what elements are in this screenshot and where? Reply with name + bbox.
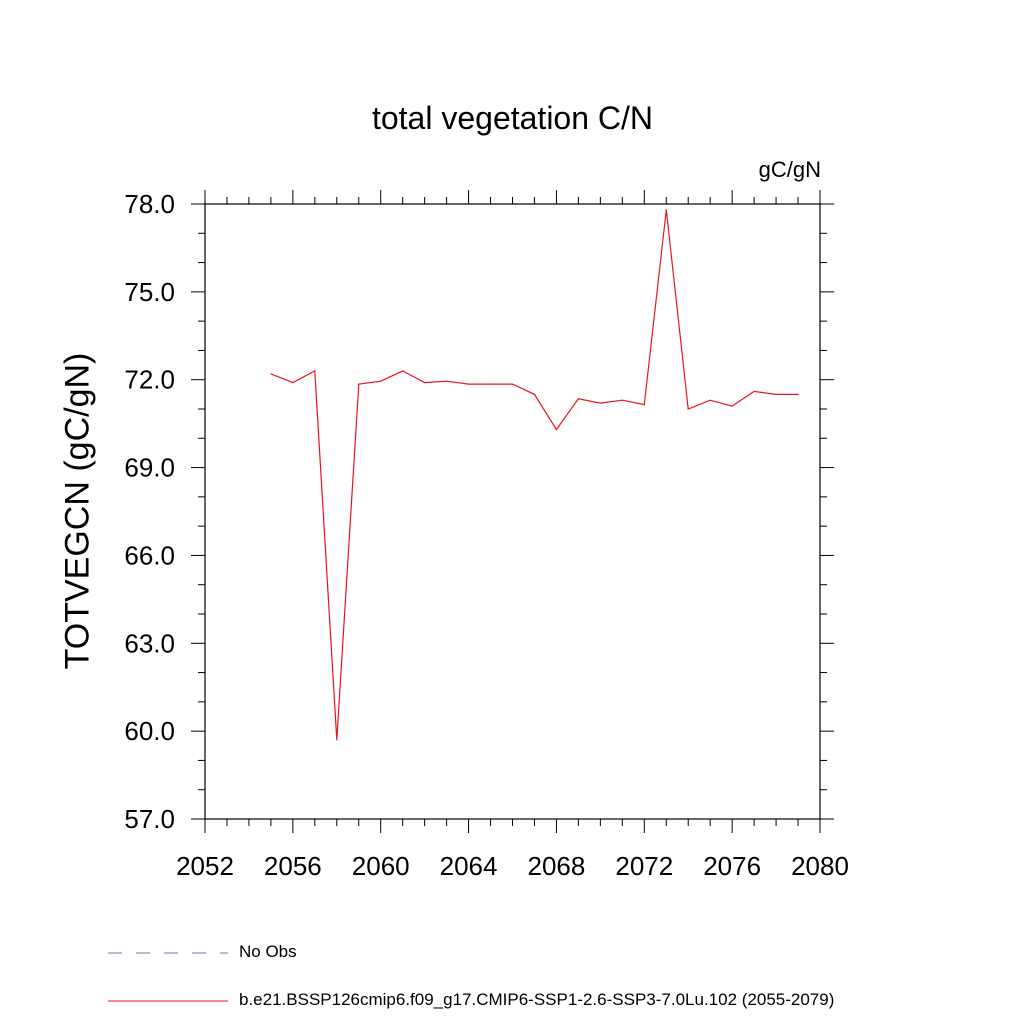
- units-label: gC/gN: [758, 157, 821, 182]
- y-tick-label: 78.0: [124, 189, 175, 219]
- data-point: [402, 370, 404, 372]
- data-point: [775, 393, 777, 395]
- legend-label-model: b.e21.BSSP126cmip6.f09_g17.CMIP6-SSP1-2.…: [239, 990, 835, 1009]
- x-tick-label: 2056: [264, 851, 322, 881]
- data-point: [753, 390, 755, 393]
- x-tick-label: 2072: [615, 851, 673, 881]
- data-point: [709, 399, 711, 401]
- data-point: [731, 405, 733, 407]
- x-tick-label: 2068: [528, 851, 586, 881]
- data-point: [424, 382, 426, 384]
- data-point: [467, 383, 470, 385]
- data-point: [511, 383, 514, 385]
- data-point: [446, 380, 448, 382]
- y-tick-label: 66.0: [124, 540, 175, 570]
- data-point: [270, 373, 272, 375]
- y-tick-label: 63.0: [124, 628, 175, 658]
- y-tick-label: 75.0: [124, 277, 175, 307]
- data-point: [358, 383, 360, 385]
- x-tick-label: 2052: [176, 851, 234, 881]
- data-point: [797, 393, 799, 395]
- x-tick-label: 2080: [791, 851, 849, 881]
- x-tick-label: 2064: [440, 851, 498, 881]
- legend-label-obs: No Obs: [239, 942, 297, 961]
- data-point: [489, 383, 492, 385]
- data-point: [687, 408, 689, 410]
- chart-title: total vegetation C/N: [371, 100, 654, 136]
- data-point: [665, 209, 667, 211]
- y-tick-label: 69.0: [124, 453, 175, 483]
- data-point: [336, 739, 338, 741]
- data-point: [555, 428, 558, 431]
- data-point: [292, 382, 294, 384]
- data-point: [314, 370, 316, 372]
- data-point: [599, 402, 601, 404]
- x-tick-label: 2076: [703, 851, 761, 881]
- data-point: [643, 404, 645, 406]
- x-tick-label: 2060: [352, 851, 410, 881]
- data-point: [577, 398, 579, 400]
- y-tick-label: 60.0: [124, 716, 175, 746]
- data-point: [533, 393, 536, 395]
- data-point: [380, 380, 382, 382]
- plot-frame: [204, 203, 821, 820]
- y-tick-label: 72.0: [124, 365, 175, 395]
- y-tick-label: 57.0: [124, 804, 175, 834]
- data-point: [621, 399, 623, 401]
- series-line: [270, 209, 798, 740]
